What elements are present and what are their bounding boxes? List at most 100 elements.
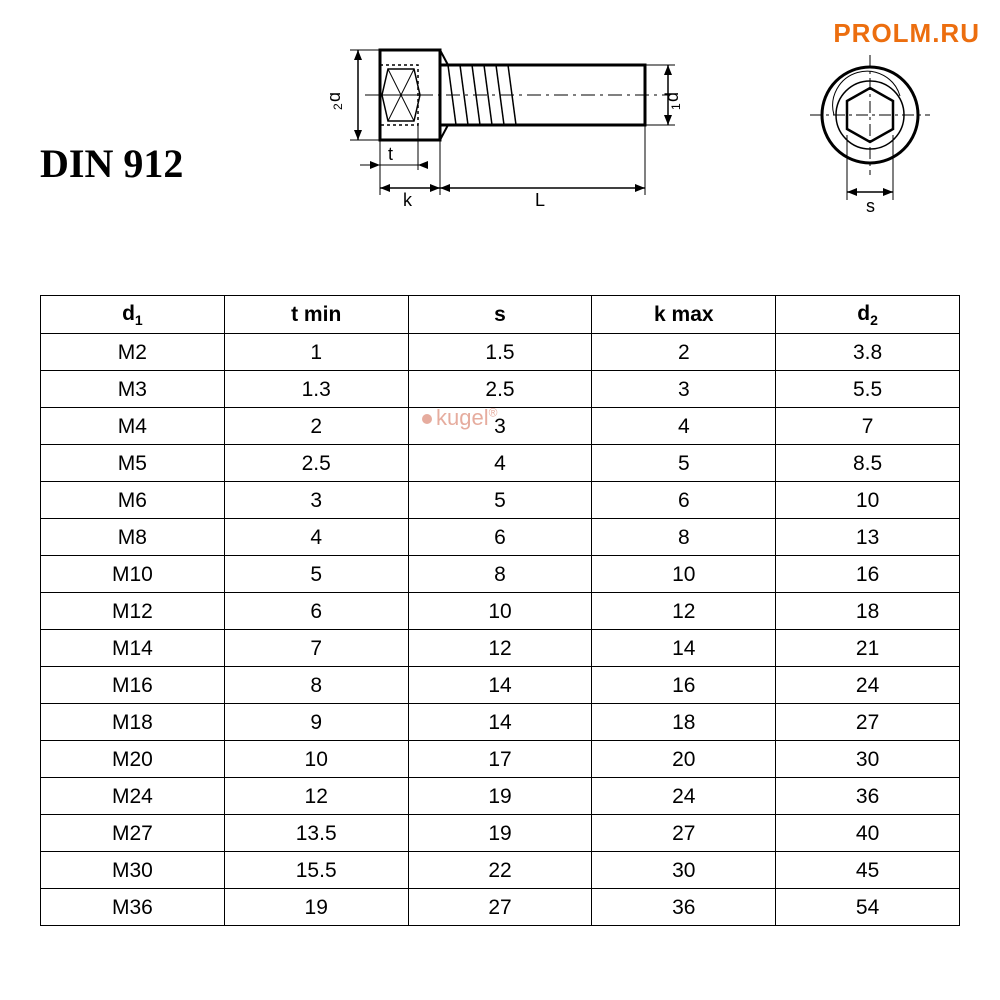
table-cell: 5 <box>224 556 408 593</box>
svg-text:t: t <box>388 144 393 164</box>
table-cell: 10 <box>592 556 776 593</box>
table-row: M42347 <box>41 408 960 445</box>
table-cell: 24 <box>776 667 960 704</box>
table-cell: M5 <box>41 445 225 482</box>
table-cell: 17 <box>408 741 592 778</box>
svg-text:s: s <box>866 196 875 216</box>
table-row: M2412192436 <box>41 778 960 815</box>
table-row: M189141827 <box>41 704 960 741</box>
table-cell: 8.5 <box>776 445 960 482</box>
table-cell: M36 <box>41 889 225 926</box>
table-row: M147121421 <box>41 630 960 667</box>
svg-text:L: L <box>535 190 545 210</box>
table-cell: 4 <box>592 408 776 445</box>
table-cell: M10 <box>41 556 225 593</box>
table-cell: 8 <box>408 556 592 593</box>
table-cell: M8 <box>41 519 225 556</box>
table-cell: 3.8 <box>776 334 960 371</box>
svg-text:2: 2 <box>331 103 345 110</box>
table-cell: M20 <box>41 741 225 778</box>
table-cell: M27 <box>41 815 225 852</box>
table-cell: 27 <box>776 704 960 741</box>
table-cell: 3 <box>408 408 592 445</box>
table-cell: 27 <box>592 815 776 852</box>
table-cell: 10 <box>224 741 408 778</box>
spec-table-wrap: d1 t min s k max d2 M211.523.8M31.32.535… <box>40 295 960 926</box>
table-cell: 8 <box>592 519 776 556</box>
table-cell: 22 <box>408 852 592 889</box>
table-cell: 4 <box>408 445 592 482</box>
table-cell: 14 <box>592 630 776 667</box>
spec-table: d1 t min s k max d2 M211.523.8M31.32.535… <box>40 295 960 926</box>
diagram-front-view: s <box>790 40 960 230</box>
table-cell: 1 <box>224 334 408 371</box>
table-cell: M14 <box>41 630 225 667</box>
table-cell: 54 <box>776 889 960 926</box>
svg-text:d: d <box>662 92 682 102</box>
table-row: M846813 <box>41 519 960 556</box>
table-cell: 36 <box>592 889 776 926</box>
col-header-kmax: k max <box>592 296 776 334</box>
table-cell: 36 <box>776 778 960 815</box>
table-cell: 19 <box>408 778 592 815</box>
table-cell: 5.5 <box>776 371 960 408</box>
table-header-row: d1 t min s k max d2 <box>41 296 960 334</box>
table-cell: 7 <box>224 630 408 667</box>
table-cell: M6 <box>41 482 225 519</box>
table-cell: M2 <box>41 334 225 371</box>
table-cell: 4 <box>224 519 408 556</box>
table-cell: 18 <box>776 593 960 630</box>
table-cell: 7 <box>776 408 960 445</box>
table-cell: 13 <box>776 519 960 556</box>
table-cell: 2.5 <box>408 371 592 408</box>
table-row: M52.5458.5 <box>41 445 960 482</box>
table-cell: M24 <box>41 778 225 815</box>
table-cell: 12 <box>592 593 776 630</box>
table-row: M635610 <box>41 482 960 519</box>
table-cell: 16 <box>592 667 776 704</box>
table-cell: 12 <box>408 630 592 667</box>
table-cell: 13.5 <box>224 815 408 852</box>
table-cell: M4 <box>41 408 225 445</box>
table-cell: 16 <box>776 556 960 593</box>
table-cell: 15.5 <box>224 852 408 889</box>
table-cell: 18 <box>592 704 776 741</box>
page-title: DIN 912 <box>40 140 183 187</box>
table-cell: 6 <box>408 519 592 556</box>
table-cell: M30 <box>41 852 225 889</box>
table-row: M10581016 <box>41 556 960 593</box>
table-row: M2010172030 <box>41 741 960 778</box>
table-cell: 3 <box>592 371 776 408</box>
table-cell: 19 <box>224 889 408 926</box>
table-cell: 5 <box>408 482 592 519</box>
table-cell: 45 <box>776 852 960 889</box>
table-cell: 1.5 <box>408 334 592 371</box>
table-cell: 5 <box>592 445 776 482</box>
table-cell: 12 <box>224 778 408 815</box>
table-row: M126101218 <box>41 593 960 630</box>
table-cell: 40 <box>776 815 960 852</box>
table-cell: 9 <box>224 704 408 741</box>
col-header-d1: d1 <box>41 296 225 334</box>
table-cell: 1.3 <box>224 371 408 408</box>
table-cell: M18 <box>41 704 225 741</box>
table-row: M168141624 <box>41 667 960 704</box>
table-cell: 8 <box>224 667 408 704</box>
col-header-s: s <box>408 296 592 334</box>
svg-text:1: 1 <box>669 103 683 110</box>
table-cell: 2.5 <box>224 445 408 482</box>
table-cell: M16 <box>41 667 225 704</box>
table-cell: 6 <box>224 593 408 630</box>
svg-text:d: d <box>330 92 344 102</box>
table-cell: 6 <box>592 482 776 519</box>
table-cell: 10 <box>408 593 592 630</box>
table-cell: M12 <box>41 593 225 630</box>
table-cell: 3 <box>224 482 408 519</box>
table-cell: 10 <box>776 482 960 519</box>
table-row: M211.523.8 <box>41 334 960 371</box>
table-row: M3619273654 <box>41 889 960 926</box>
col-header-tmin: t min <box>224 296 408 334</box>
table-cell: 2 <box>592 334 776 371</box>
diagram-side-view: d 2 d 1 t k <box>330 20 690 210</box>
table-cell: 2 <box>224 408 408 445</box>
